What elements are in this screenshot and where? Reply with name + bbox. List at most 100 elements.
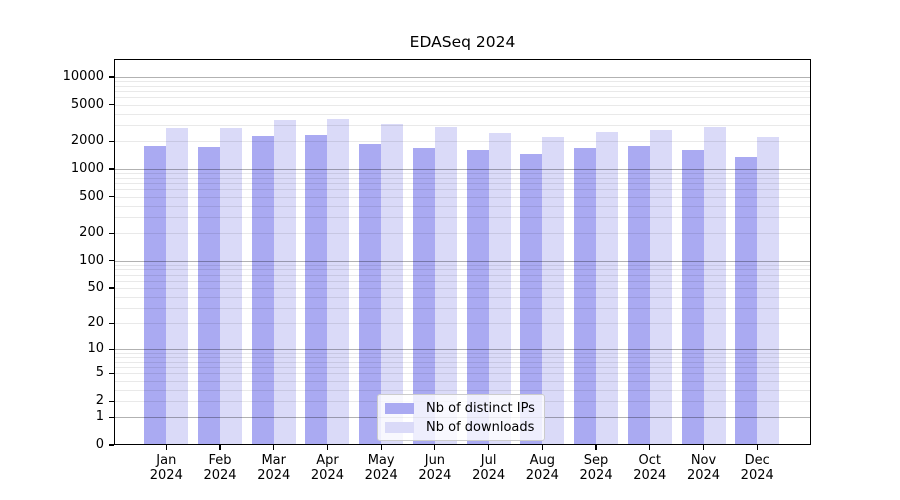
- bar-distinct-ips-jul: [466, 149, 489, 445]
- y-tick-mark: [109, 232, 114, 234]
- x-tick-year: 2024: [633, 468, 667, 483]
- bars-layer: [114, 59, 811, 445]
- gridline-minor: [114, 389, 811, 391]
- bar-downloads-jan: [166, 127, 189, 445]
- y-tick-label: 50: [87, 279, 104, 295]
- y-tick-label: 2000: [70, 133, 104, 149]
- x-tick-year: 2024: [740, 468, 774, 483]
- gridline-minor: [114, 141, 811, 143]
- legend-label-downloads: Nb of downloads: [426, 419, 535, 435]
- y-tick-mark: [109, 140, 114, 142]
- x-tick-year: 2024: [418, 468, 452, 483]
- gridline-major: [114, 349, 811, 351]
- y-tick-label: 20: [87, 315, 104, 331]
- y-tick-mark: [109, 322, 114, 324]
- x-tick-mark: [595, 445, 597, 450]
- legend-item-distinct-ips: Nb of distinct IPs: [385, 400, 535, 416]
- y-tick-label: 5000: [70, 96, 104, 112]
- x-tick-mark: [488, 445, 490, 450]
- x-tick-label-dec: Dec 2024: [727, 453, 787, 483]
- y-tick-mark: [109, 260, 114, 262]
- x-tick-month: Apr: [316, 453, 339, 468]
- gridline-major: [114, 77, 811, 79]
- y-tick-label: 5: [95, 365, 104, 381]
- y-tick-mark: [109, 104, 114, 106]
- x-tick-month: Nov: [690, 453, 717, 468]
- bar-downloads-may: [381, 124, 404, 445]
- bar-downloads-mar: [273, 120, 296, 445]
- x-tick-year: 2024: [525, 468, 559, 483]
- gridline-minor: [114, 97, 811, 99]
- x-tick-month: Feb: [208, 453, 232, 468]
- y-tick-mark: [109, 168, 114, 170]
- gridline-minor: [114, 113, 811, 115]
- gridline-minor: [114, 361, 811, 363]
- gridline-major: [114, 260, 811, 262]
- gridline-minor: [114, 189, 811, 191]
- gridline-minor: [114, 264, 811, 266]
- bar-downloads-sep: [596, 131, 619, 445]
- gridline-minor: [114, 91, 811, 93]
- gridline-minor: [114, 287, 811, 289]
- x-tick-label-may: May 2024: [351, 453, 411, 483]
- y-tick-mark: [109, 287, 114, 289]
- chart-title: EDASeq 2024: [409, 33, 516, 51]
- gridline-minor: [114, 104, 811, 106]
- gridline-minor: [114, 373, 811, 375]
- y-tick-mark: [109, 416, 114, 418]
- y-tick-label: 2: [95, 393, 104, 409]
- gridline-minor: [114, 380, 811, 382]
- y-tick-label: 500: [79, 188, 104, 204]
- bar-downloads-jun: [434, 127, 457, 445]
- x-tick-year: 2024: [472, 468, 506, 483]
- bar-downloads-nov: [703, 127, 726, 445]
- x-tick-mark: [380, 445, 382, 450]
- x-tick-month: May: [367, 453, 395, 468]
- gridline-minor: [114, 274, 811, 276]
- x-tick-label-feb: Feb 2024: [190, 453, 250, 483]
- bar-downloads-dec: [757, 136, 780, 445]
- y-tick-label: 10: [87, 341, 104, 357]
- bar-distinct-ips-may: [359, 144, 382, 445]
- y-tick-mark: [109, 196, 114, 198]
- y-tick-label: 1: [95, 409, 104, 425]
- x-tick-month: Jun: [424, 453, 446, 468]
- x-tick-year: 2024: [257, 468, 291, 483]
- x-tick-mark: [649, 445, 651, 450]
- x-tick-month: Sep: [583, 453, 609, 468]
- bar-distinct-ips-jan: [144, 145, 167, 445]
- gridline-minor: [114, 85, 811, 87]
- legend: Nb of distinct IPs Nb of downloads: [377, 394, 545, 441]
- y-tick-label: 0: [95, 437, 104, 452]
- x-tick-label-sep: Sep 2024: [566, 453, 626, 483]
- x-tick-month: Jan: [156, 453, 177, 468]
- gridline-minor: [114, 269, 811, 271]
- y-tick-label: 10000: [62, 69, 104, 85]
- gridline-minor: [114, 307, 811, 309]
- x-tick-mark: [702, 445, 705, 450]
- gridline-minor: [114, 81, 811, 83]
- x-tick-year: 2024: [149, 468, 183, 483]
- x-tick-mark: [273, 445, 275, 450]
- plot-area: Nb of distinct IPs Nb of downloads: [114, 59, 811, 445]
- gridline-minor: [114, 367, 811, 369]
- x-tick-mark: [541, 445, 543, 450]
- x-tick-mark: [326, 445, 329, 450]
- x-tick-label-jul: Jul 2024: [459, 453, 519, 483]
- x-tick-year: 2024: [579, 468, 613, 483]
- legend-label-distinct-ips: Nb of distinct IPs: [426, 400, 535, 416]
- legend-swatch-distinct-ips: [385, 402, 414, 414]
- x-tick-mark: [434, 445, 436, 450]
- bar-downloads-apr: [327, 119, 350, 445]
- x-tick-label-aug: Aug 2024: [512, 453, 572, 483]
- x-tick-month: Jul: [480, 453, 497, 468]
- x-tick-mark: [756, 445, 758, 450]
- x-tick-label-jun: Jun 2024: [405, 453, 465, 483]
- bar-distinct-ips-apr: [305, 135, 328, 445]
- y-tick-mark: [109, 76, 114, 78]
- x-tick-mark: [165, 445, 167, 450]
- gridline-minor: [114, 357, 811, 359]
- bar-distinct-ips-jun: [412, 148, 435, 445]
- x-tick-label-mar: Mar 2024: [244, 453, 304, 483]
- x-tick-label-nov: Nov 2024: [674, 453, 734, 483]
